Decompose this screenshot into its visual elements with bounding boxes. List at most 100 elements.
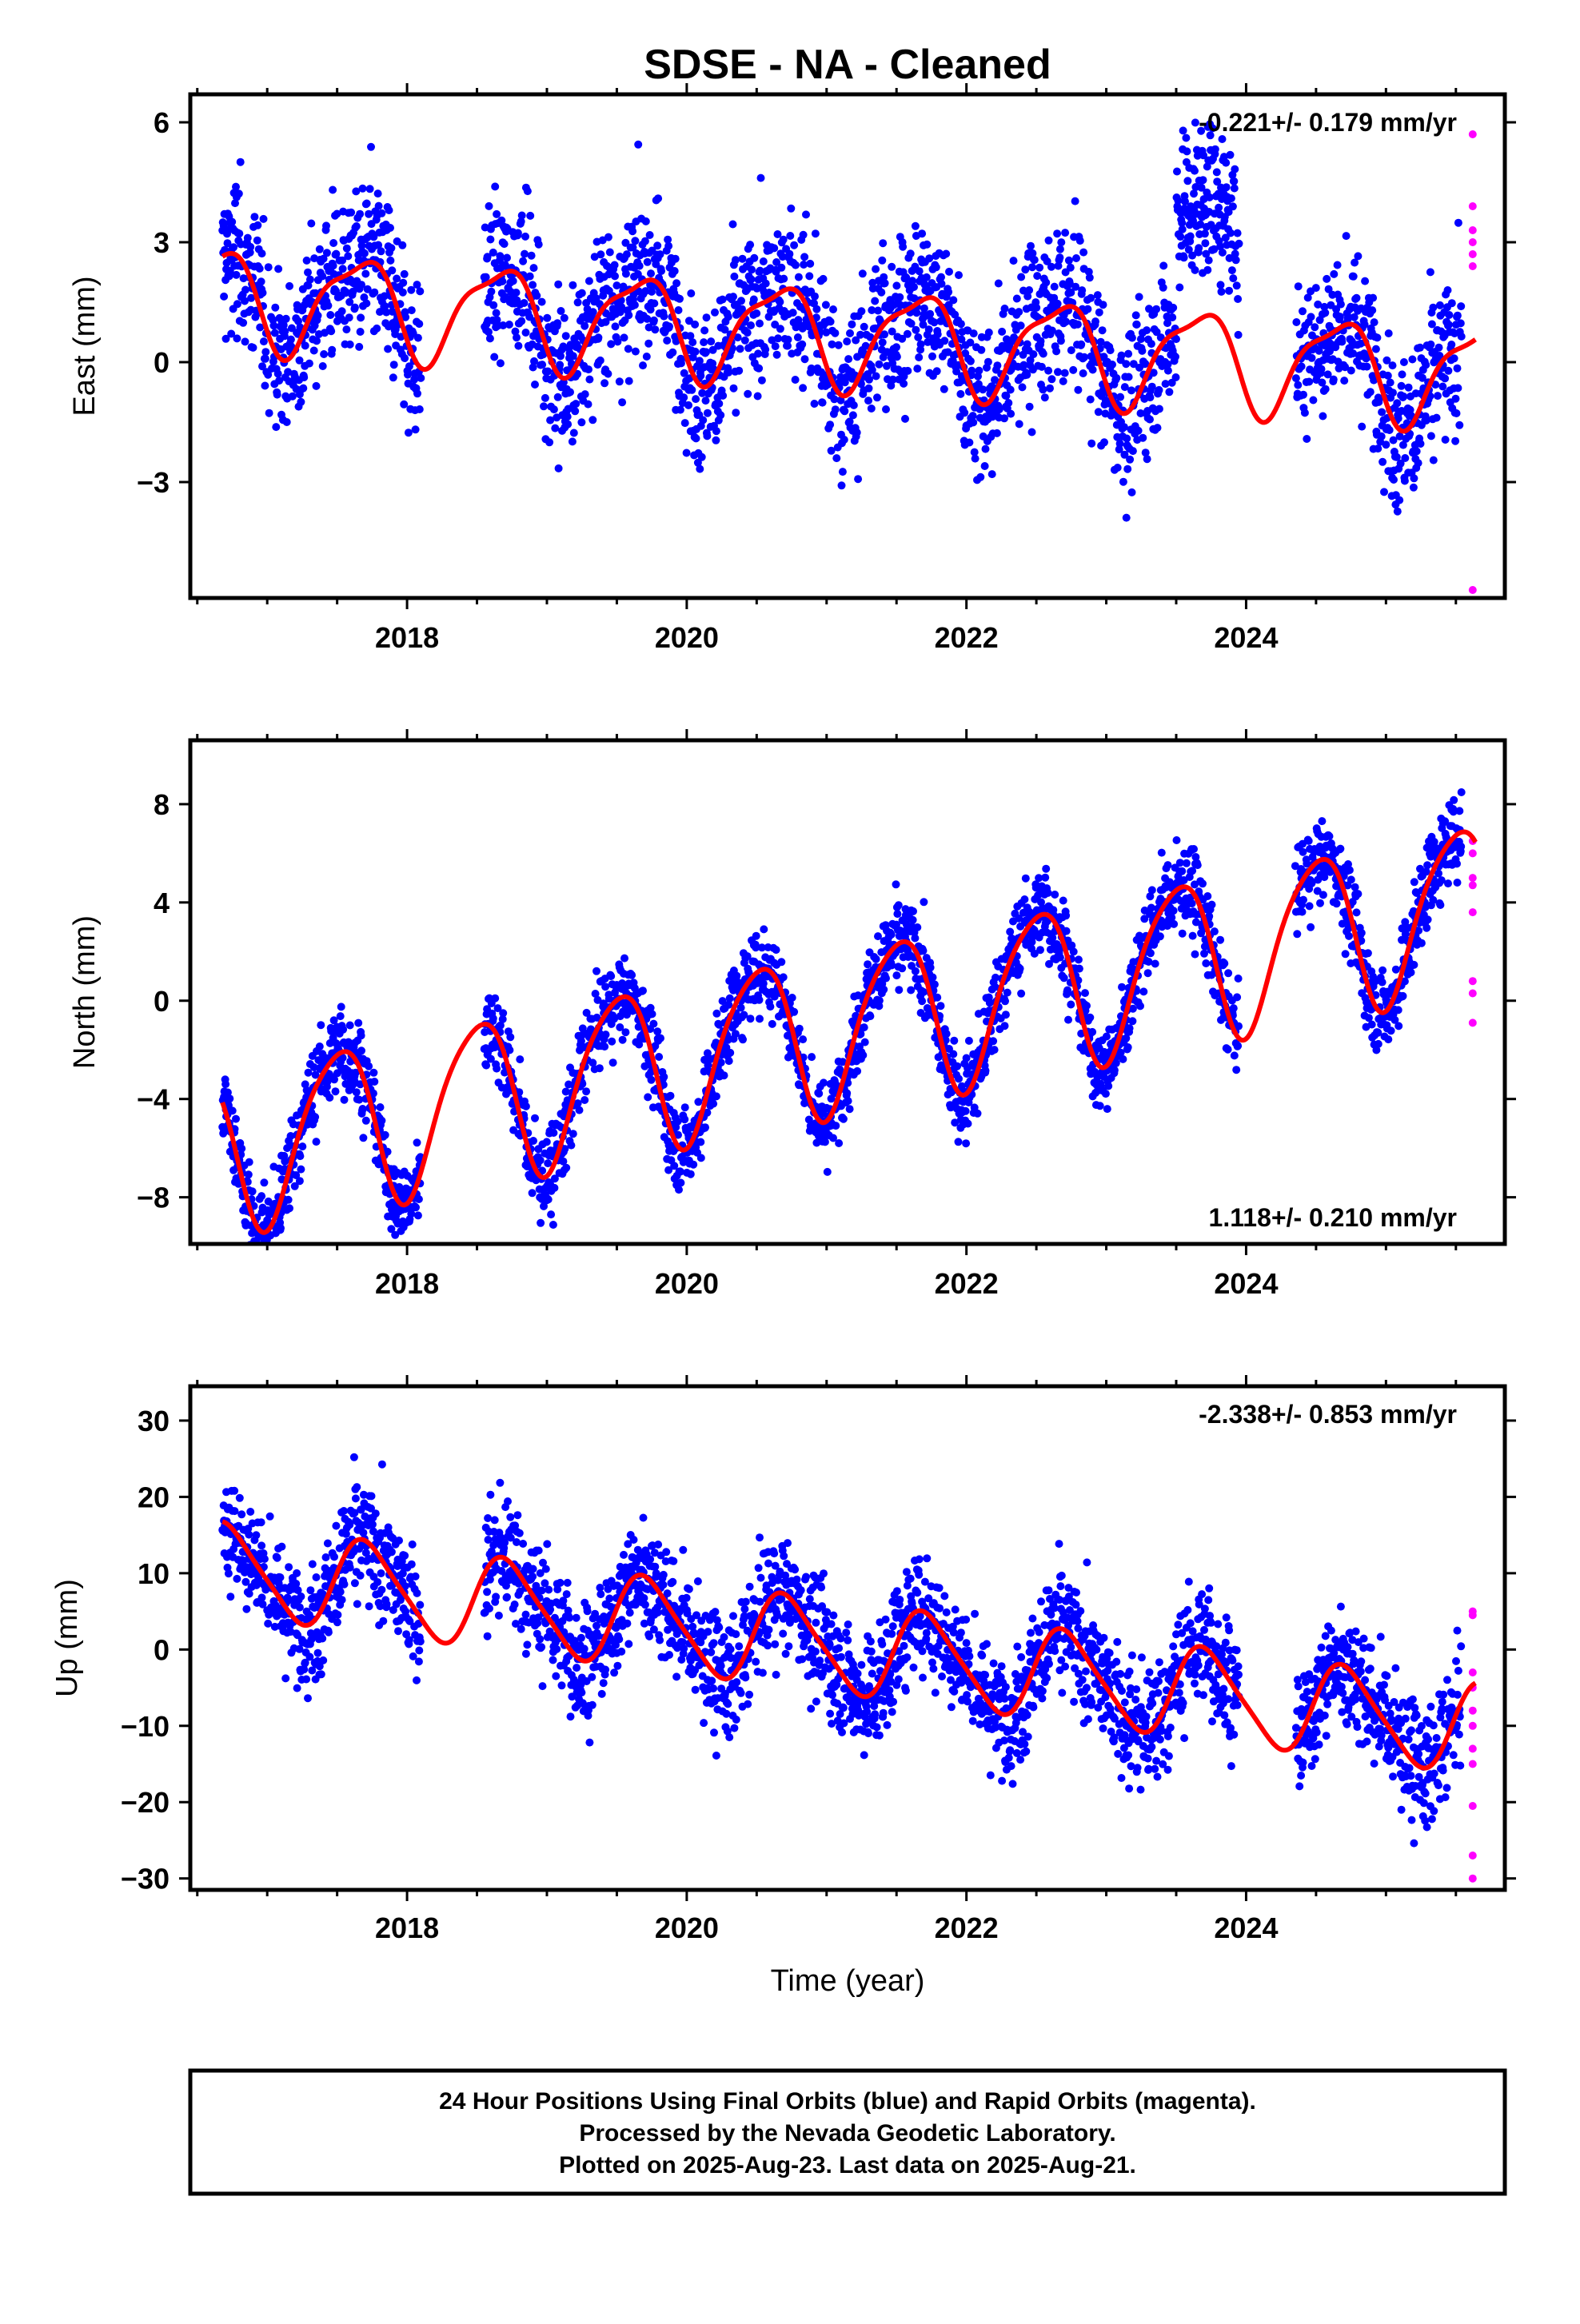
east-point <box>923 241 931 249</box>
north-point <box>1063 987 1071 995</box>
north-point <box>846 1105 854 1113</box>
east-point <box>345 313 353 321</box>
north-point <box>245 1170 253 1178</box>
north-point <box>245 1158 253 1166</box>
east-point <box>556 361 564 369</box>
north-point <box>835 1139 843 1147</box>
north-point <box>1016 965 1024 973</box>
east-point <box>343 245 351 253</box>
north-point <box>799 1035 807 1043</box>
east-point <box>1307 313 1315 321</box>
east-point <box>1232 256 1240 264</box>
north-point <box>369 1069 377 1077</box>
east-point <box>632 348 640 356</box>
east-point <box>792 261 800 269</box>
east-point <box>318 273 326 281</box>
east-point <box>1126 456 1134 464</box>
east-point <box>244 234 252 242</box>
east-point <box>324 301 332 309</box>
east-point <box>596 357 604 365</box>
east-point <box>1231 165 1239 173</box>
east-point <box>1089 366 1097 374</box>
north-point <box>1144 969 1152 977</box>
east-point <box>1311 323 1319 331</box>
east-point <box>1330 270 1338 278</box>
east-point <box>724 313 732 321</box>
east-point <box>538 298 546 306</box>
east-point <box>1361 277 1369 285</box>
north-point <box>1036 946 1044 954</box>
east-point <box>1127 386 1135 394</box>
north-point <box>482 1062 490 1070</box>
east-point <box>1168 313 1176 321</box>
north-point <box>1208 901 1216 909</box>
north-point <box>844 1097 852 1105</box>
east-point <box>1037 337 1045 345</box>
north-point <box>298 1142 306 1150</box>
east-point <box>1343 232 1351 240</box>
east-point <box>1125 373 1133 381</box>
east-point <box>513 333 521 341</box>
north-point <box>576 1106 584 1114</box>
east-point <box>932 263 940 271</box>
east-point <box>1389 389 1397 397</box>
north-point <box>1235 975 1243 983</box>
east-point <box>1079 249 1087 257</box>
east-point <box>849 411 857 419</box>
east-point <box>585 376 593 384</box>
east-point <box>1017 321 1025 329</box>
east-point <box>1057 337 1065 345</box>
east-point <box>356 210 364 218</box>
east-point <box>1454 312 1462 320</box>
east-point <box>811 400 819 408</box>
east-point <box>1183 177 1191 185</box>
north-point <box>1064 1016 1072 1024</box>
east-point <box>594 333 602 341</box>
east-point <box>1445 311 1453 319</box>
east-point <box>233 271 241 279</box>
north-point <box>861 1038 869 1046</box>
north-point <box>843 1089 851 1097</box>
north-point <box>1202 959 1210 967</box>
east-point <box>1405 384 1413 392</box>
east-point <box>940 385 948 393</box>
east-point <box>850 401 858 409</box>
east-point <box>925 325 933 333</box>
east-point <box>1299 391 1307 399</box>
east-point <box>748 275 756 283</box>
east-point <box>684 401 692 409</box>
east-point <box>359 185 367 193</box>
east-point <box>1378 433 1386 440</box>
east-point <box>865 385 873 393</box>
north-point <box>1224 1046 1232 1054</box>
north-point <box>601 983 609 991</box>
east-point <box>1007 410 1015 418</box>
east-point <box>784 336 792 344</box>
east-point <box>1191 167 1199 175</box>
east-point <box>1372 345 1380 353</box>
east-point <box>848 321 856 329</box>
east-point <box>1123 465 1131 473</box>
east-point <box>1155 405 1163 413</box>
east-point <box>933 367 941 375</box>
east-point <box>233 300 241 308</box>
east-point <box>249 344 257 352</box>
east-point <box>998 328 1006 336</box>
north-point <box>1151 960 1159 968</box>
east-point <box>1219 249 1227 257</box>
east-point <box>540 402 548 410</box>
north-point <box>965 1037 973 1045</box>
east-point <box>827 317 835 325</box>
north-point <box>1293 930 1301 938</box>
north-point <box>1353 908 1361 916</box>
east-point <box>526 212 534 220</box>
east-point <box>1393 399 1401 407</box>
east-point <box>1222 159 1230 167</box>
east-point <box>281 328 289 336</box>
east-point <box>566 389 574 397</box>
east-point <box>653 241 661 249</box>
north-point <box>860 1023 868 1031</box>
east-point <box>982 445 990 453</box>
east-point <box>777 264 785 272</box>
east-point <box>1371 318 1379 326</box>
